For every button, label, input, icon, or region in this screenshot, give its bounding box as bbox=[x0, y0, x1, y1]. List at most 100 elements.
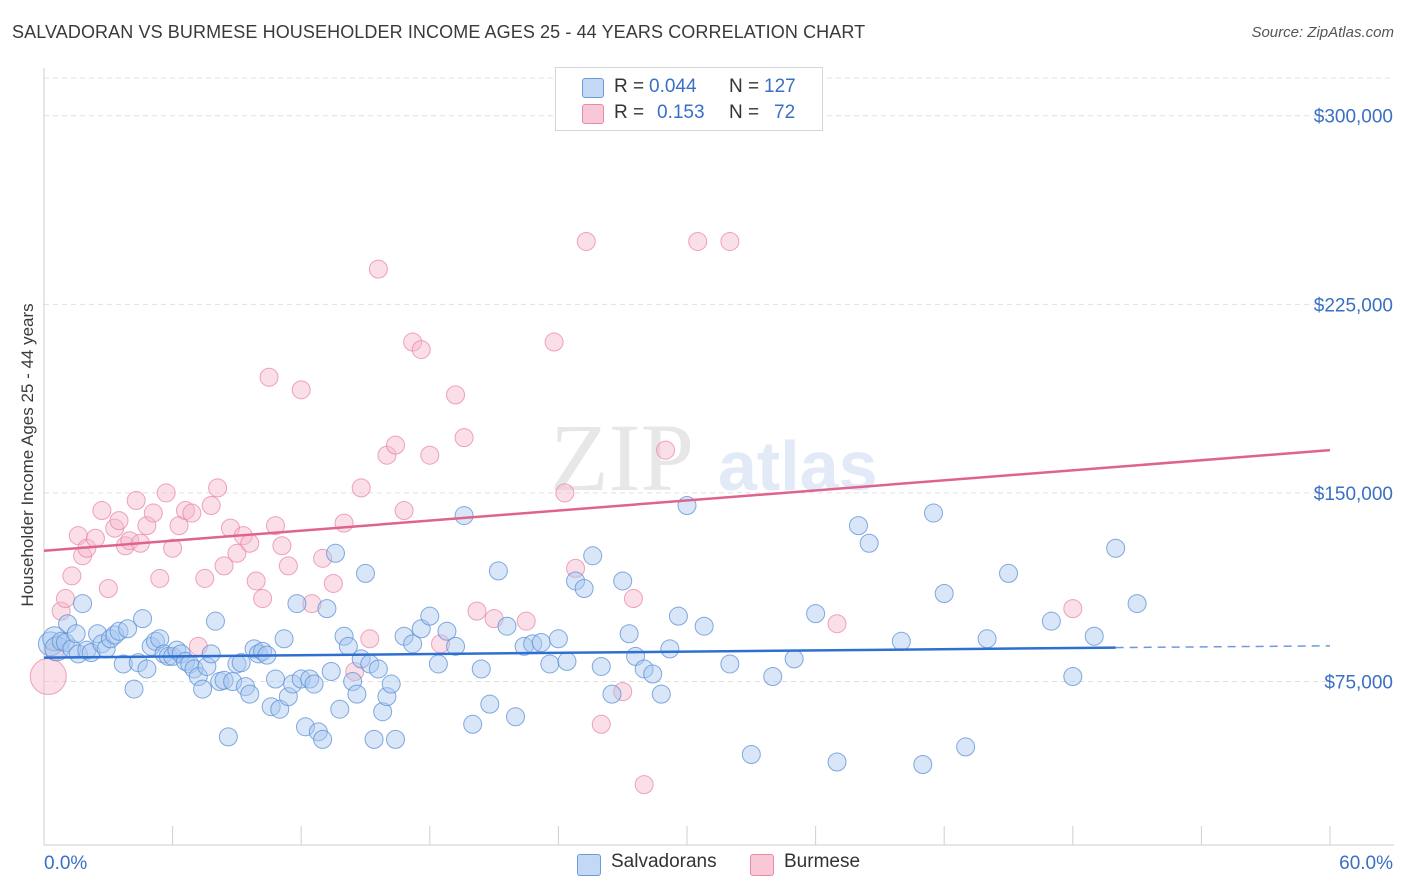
salvadoran-point bbox=[913, 755, 933, 775]
salvadoran-point bbox=[193, 679, 213, 699]
salvadoran-point bbox=[321, 661, 341, 681]
salvadoran-point bbox=[201, 644, 221, 664]
salvadoran-point bbox=[240, 684, 260, 704]
correlation-legend: R = 0.044 N = 127 R = 0.153 N = 72 bbox=[555, 67, 823, 131]
burmese-point bbox=[454, 428, 474, 448]
burmese-point bbox=[302, 594, 322, 614]
salvadoran-point bbox=[137, 659, 157, 679]
burmese-point bbox=[51, 601, 71, 621]
gridlines bbox=[44, 77, 1394, 683]
burmese-point bbox=[143, 503, 163, 523]
x-tick-label: 0.0% bbox=[44, 853, 87, 874]
burmese-point bbox=[109, 511, 129, 531]
salvadoran-point bbox=[1127, 594, 1147, 614]
salvadoran-point bbox=[403, 634, 423, 654]
salvadoran-point bbox=[347, 684, 367, 704]
burmese-point bbox=[291, 380, 311, 400]
salvadoran-point bbox=[506, 707, 526, 727]
salvadoran-point bbox=[480, 694, 500, 714]
salvadoran-point bbox=[668, 606, 688, 626]
burmese-point bbox=[420, 445, 440, 465]
salvadoran-point bbox=[660, 639, 680, 659]
legend-r-value: 0.153 bbox=[657, 102, 705, 123]
burmese-point bbox=[55, 589, 75, 609]
burmese-point bbox=[253, 589, 273, 609]
burmese-point bbox=[126, 490, 146, 510]
salvadoran-point bbox=[694, 616, 714, 636]
burmese-point bbox=[446, 385, 466, 405]
salvadoran-point bbox=[133, 609, 153, 629]
salvadoran-point bbox=[428, 654, 448, 674]
salvadoran-point bbox=[848, 516, 868, 536]
salvadoran-point bbox=[497, 616, 517, 636]
burmese-point bbox=[62, 566, 82, 586]
salvadoran-point bbox=[934, 584, 954, 604]
salvadoran-point bbox=[381, 674, 401, 694]
salvadoran-point bbox=[613, 571, 633, 591]
salvadoran-point bbox=[218, 727, 238, 747]
salvadoran-point bbox=[923, 503, 943, 523]
salvadoran-point bbox=[377, 687, 397, 707]
burmese-point bbox=[720, 231, 740, 251]
salvadoran-point bbox=[977, 629, 997, 649]
salvadoran-point bbox=[368, 659, 388, 679]
burmese-point bbox=[334, 513, 354, 533]
burmese-point bbox=[394, 501, 414, 521]
salvadoran-point bbox=[806, 604, 826, 624]
salvadoran-point bbox=[463, 714, 483, 734]
burmese-trend-line bbox=[43, 448, 1331, 553]
burmese-point bbox=[360, 629, 380, 649]
watermark: ZIP atlas bbox=[550, 404, 878, 511]
chart-title: SALVADORAN VS BURMESE HOUSEHOLDER INCOME… bbox=[12, 22, 866, 42]
tick-labels: $75,000 $150,000 $225,000 $300,000 0.0% 60.0% bbox=[44, 107, 1393, 874]
salvadoran-trend-line bbox=[43, 646, 1116, 659]
burmese-point bbox=[411, 340, 431, 360]
salvadoran-point bbox=[619, 624, 639, 644]
legend-n-label: N = bbox=[729, 76, 760, 97]
burmese-point bbox=[623, 589, 643, 609]
burmese-point bbox=[195, 568, 215, 588]
burmese-point bbox=[246, 571, 266, 591]
salvadoran-point bbox=[343, 672, 363, 692]
salvadoran-point bbox=[741, 744, 761, 764]
source-label: Source: ZipAtlas.com bbox=[1251, 24, 1394, 41]
y-tick-label: $150,000 bbox=[1314, 484, 1393, 505]
salvadoran-point bbox=[1084, 626, 1104, 646]
salvadoran-point bbox=[891, 631, 911, 651]
burmese-point bbox=[323, 573, 343, 593]
burmese-point bbox=[272, 536, 292, 556]
salvadoran-point bbox=[304, 674, 324, 694]
salvadoran-point bbox=[651, 684, 671, 704]
salvadoran-point bbox=[287, 594, 307, 614]
salvadoran-point bbox=[420, 606, 440, 626]
salvadoran-point bbox=[223, 672, 243, 692]
salvadoran-point bbox=[66, 624, 86, 644]
salvadoran-point bbox=[231, 653, 251, 673]
salvadoran-point bbox=[557, 651, 577, 671]
salvadoran-point bbox=[488, 561, 508, 581]
salvadoran-point bbox=[386, 729, 406, 749]
salvadoran-point bbox=[313, 729, 333, 749]
salvadoran-point bbox=[118, 619, 138, 639]
burmese-point bbox=[1063, 599, 1083, 619]
salvadoran-point bbox=[73, 594, 93, 614]
salvadoran-point bbox=[540, 654, 560, 674]
burmese-point bbox=[555, 483, 575, 503]
salvadoran-point bbox=[124, 679, 144, 699]
salvadoran-point bbox=[574, 578, 594, 598]
salvadoran-points bbox=[37, 496, 1147, 775]
salvadoran-point bbox=[205, 611, 225, 631]
legend-n-label: N = bbox=[729, 102, 760, 123]
burmese-point bbox=[92, 501, 112, 521]
burmese-point bbox=[29, 658, 67, 696]
y-tick-label: $225,000 bbox=[1314, 295, 1393, 316]
salvadoran-point bbox=[454, 506, 474, 526]
burmese-point bbox=[656, 440, 676, 460]
blue-swatch bbox=[577, 854, 601, 876]
salvadoran-point bbox=[643, 664, 663, 684]
burmese-point bbox=[150, 568, 170, 588]
salvadoran-point bbox=[437, 621, 457, 641]
burmese-point bbox=[467, 601, 487, 621]
burmese-point bbox=[208, 478, 228, 498]
